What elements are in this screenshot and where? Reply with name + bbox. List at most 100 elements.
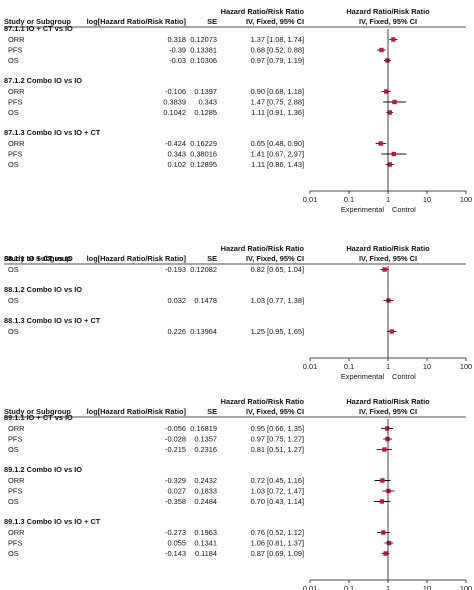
row-se-value: 0.16229 [190,139,217,148]
row-label-os: OS [8,296,19,305]
header-plot-bottom: IV, Fixed, 95% CI [359,254,417,263]
header-ratio-top: Hazard Ratio/Risk Ratio [221,397,305,406]
estimate-marker [385,436,390,442]
header-logratio: log[Hazard Ratio/Risk Ratio] [87,407,187,416]
estimate-marker [386,488,391,494]
row-log-value: 0.027 [168,487,187,496]
row-se-value: 0.13381 [190,46,217,55]
row-label-pfs: PFS [8,98,22,107]
row-label-os: OS [8,56,19,65]
row-log-value: -0.39 [169,46,186,55]
row-se-value: 0.1833 [194,487,217,496]
row-log-value: -0.106 [165,87,186,96]
header-ratio-top: Hazard Ratio/Risk Ratio [221,7,305,16]
estimate-marker [383,551,388,556]
x-tick-label: 0.1 [344,584,354,590]
header-logratio: log[Hazard Ratio/Risk Ratio] [87,254,187,263]
x-tick-label: 0.01 [303,362,317,371]
row-label-pfs: PFS [8,539,22,548]
subgroup-title: 88.1.3 Combo IO vs IO + CT [4,316,101,325]
row-ci-text: 0.81 [0.51, 1.27] [251,445,304,454]
row-ci-text: 0.82 [0.65, 1.04] [251,265,304,274]
row-ci-text: 1.37 [1.08, 1.74] [251,35,304,44]
row-se-value: 0.1341 [194,539,217,548]
row-se-value: 0.1357 [194,435,217,444]
x-tick-label: 1 [386,195,390,204]
row-log-value: -0.215 [165,445,186,454]
row-log-value: -0.028 [165,435,186,444]
estimate-marker [378,141,383,146]
subgroup-title: 87.1.2 Combo IO vs IO [4,76,82,85]
x-tick-label: 0.1 [344,362,354,371]
row-ci-text: 0.97 [0.75, 1.27] [251,435,304,444]
row-ci-text: 1.06 [0.81, 1.37] [251,539,304,548]
header-study: Study or Subgroup [4,254,71,263]
row-log-value: -0.358 [165,497,186,506]
x-tick-label: 10 [423,195,431,204]
row-se-value: 0.343 [199,98,218,107]
x-tick-label: 10 [423,584,431,590]
estimate-marker [387,110,392,115]
row-ci-text: 1.11 [0.91, 1.36] [251,108,304,117]
row-se-value: 0.1184 [195,549,217,558]
forest-panel-3: Hazard Ratio/Risk Ratio Hazard Ratio/Risk… [4,397,472,590]
axis-label-control: Control [392,372,416,381]
row-se-value: 0.2432 [194,476,217,485]
estimate-marker [380,478,385,483]
row-ci-text: 0.76 [0.52, 1.12] [251,528,304,537]
row-ci-text: 0.65 [0.48, 0.90] [251,139,304,148]
header-se: SE [207,17,217,26]
axis-label-experimental: Experimental [341,205,384,214]
row-ci-text: 0.72 [0.45, 1.16] [251,476,304,485]
row-label-os: OS [8,108,19,117]
x-tick-label: 0.01 [303,195,317,204]
forest-panel-1: Hazard Ratio/Risk Ratio Hazard Ratio/Risk… [4,7,472,214]
row-label-orr: ORR [8,476,24,485]
row-log-value: 0.3839 [163,98,186,107]
header-plot-top: Hazard Ratio/Risk Ratio [346,244,430,253]
axis-label-experimental: Experimental [341,372,384,381]
row-se-value: 0.16819 [190,424,217,433]
x-tick-label: 1 [386,362,390,371]
header-ratio-bottom: IV, Fixed, 95% CI [246,407,304,416]
row-label-pfs: PFS [8,150,22,159]
row-se-value: 0.1478 [194,296,217,305]
subgroup-title: 89.1.1 IO + CT vs IO [4,413,73,422]
estimate-marker [381,530,386,535]
row-se-value: 0.12073 [190,35,217,44]
x-tick-label: 10 [423,362,431,371]
row-se-value: 0.2316 [194,445,217,454]
row-label-os: OS [8,265,19,274]
header-plot-top: Hazard Ratio/Risk Ratio [346,397,430,406]
row-log-value: 0.343 [168,150,187,159]
row-label-orr: ORR [8,139,24,148]
row-label-orr: ORR [8,424,24,433]
subgroup-title: 89.1.2 Combo IO vs IO [4,465,82,474]
row-ci-text: 1.41 [0.67, 2.97] [251,150,304,159]
estimate-marker [387,162,392,167]
header-study: Study or Subgroup [4,407,71,416]
row-label-orr: ORR [8,528,24,537]
x-tick-label: 1 [386,584,390,590]
row-label-os: OS [8,549,19,558]
row-log-value: -0.329 [165,476,186,485]
row-ci-text: 1.47 [0.75, 2.88] [251,98,304,107]
header-se: SE [207,407,217,416]
row-label-os: OS [8,160,19,169]
row-se-value: 0.13964 [190,327,217,336]
row-ci-text: 0.90 [0.68, 1.18] [251,87,304,96]
row-se-value: 0.12082 [190,265,217,274]
estimate-marker [385,58,390,63]
header-logratio: log[Hazard Ratio/Risk Ratio] [87,17,187,26]
estimate-marker [391,151,397,157]
estimate-marker [382,447,387,452]
row-log-value: -0.03 [169,56,186,65]
estimate-marker [389,329,394,334]
row-label-orr: ORR [8,87,24,96]
header-se: SE [207,254,217,263]
estimate-marker [386,540,392,546]
row-log-value: -0.143 [165,549,186,558]
row-ci-text: 1.11 [0.86, 1.43] [251,160,304,169]
estimate-marker [384,426,390,431]
row-label-os: OS [8,497,19,506]
